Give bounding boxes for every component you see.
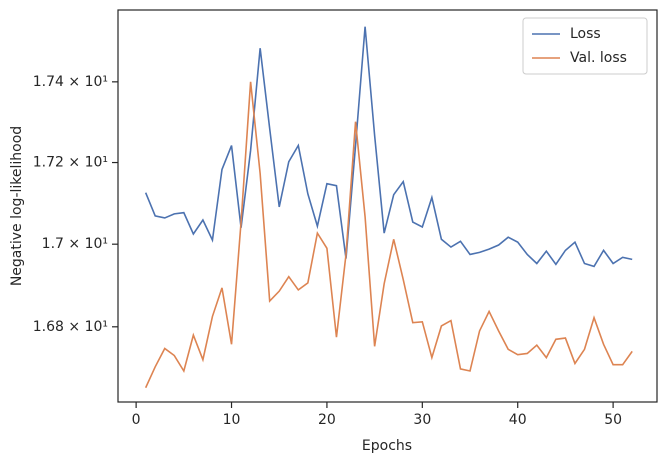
legend-label: Loss — [570, 26, 601, 42]
x-tick-label: 10 — [223, 412, 241, 428]
x-tick-label: 20 — [318, 412, 336, 428]
x-tick-label: 40 — [509, 412, 527, 428]
legend-label: Val. loss — [570, 50, 627, 66]
y-tick-label: 1.7 × 10¹ — [42, 236, 108, 252]
x-tick-label: 50 — [604, 412, 622, 428]
legend-box — [522, 17, 648, 75]
y-tick-label: 1.74 × 10¹ — [33, 74, 108, 90]
x-axis-label: Epochs — [362, 438, 412, 454]
y-tick-label: 1.68 × 10¹ — [33, 319, 108, 335]
line-series — [144, 26, 633, 268]
y-axis-label: Negative log-likelihood — [9, 126, 25, 286]
plot-frame — [117, 9, 658, 403]
y-tick-label: 1.72 × 10¹ — [33, 155, 108, 171]
x-tick-label: 30 — [413, 412, 431, 428]
line-series — [144, 81, 633, 389]
x-tick-label: 0 — [132, 412, 141, 428]
